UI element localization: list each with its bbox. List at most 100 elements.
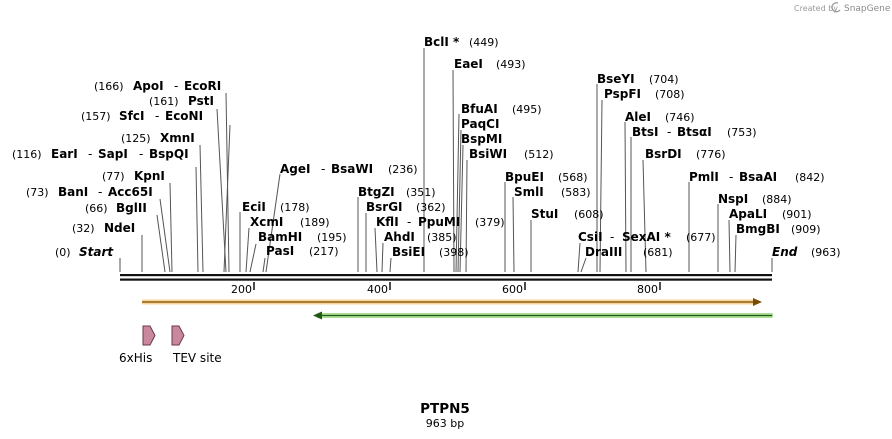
enzyme-name: BsrDI <box>645 147 682 161</box>
enzyme-name: BpuEI <box>505 170 544 184</box>
sequence-length: 963 bp <box>426 417 464 430</box>
start-marker: (0) Start <box>55 245 114 259</box>
enzyme-name: BspQI <box>149 147 189 161</box>
site-bamhi: BamHI (195) <box>258 230 347 244</box>
site-ahdi: AhdI (385) <box>384 230 457 244</box>
site-position: (842) <box>795 171 825 184</box>
site-ecii: EciI (178) <box>242 200 310 214</box>
site-bsrdi: BsrDI (776) <box>645 147 726 161</box>
enzyme-name: ApaLI <box>729 207 767 221</box>
site-bsiwi: BsiWI (512) <box>469 147 554 161</box>
enzyme-name: NspI <box>718 192 748 206</box>
name-separator: - <box>667 125 671 139</box>
site-position: (379) <box>475 216 505 229</box>
enzyme-name: BtsαI <box>677 125 712 139</box>
site-position: (66) <box>85 202 108 215</box>
tick-800: 800 <box>637 282 661 296</box>
site-bglii: (66) BglII <box>85 201 147 215</box>
feature-tev-site: TEV site <box>171 325 222 365</box>
enzyme-name: CsiI <box>578 230 603 244</box>
enzyme-name: PmlI <box>689 170 719 184</box>
enzyme-name: EciI <box>242 200 266 214</box>
site-draiii: DraIII (681) <box>585 245 673 259</box>
site-agei: AgeI - BsaWI (236) <box>280 162 418 176</box>
name-separator: - <box>321 162 325 176</box>
enzyme-name: ApoI <box>133 79 164 93</box>
feature-green-arrow <box>313 311 773 320</box>
enzyme-name: BsrGI <box>366 200 403 214</box>
enzyme-name: BclI * <box>424 35 460 49</box>
enzyme-name: AgeI <box>280 162 310 176</box>
site-position: (608) <box>574 208 604 221</box>
tick-label: 200 <box>231 283 252 296</box>
enzyme-name: BmgBI <box>736 222 780 236</box>
tick-200: 200 <box>231 282 255 296</box>
site-position: (568) <box>558 171 588 184</box>
site-position: (32) <box>72 222 95 235</box>
site-position: (753) <box>727 126 757 139</box>
snapgene-logo-icon <box>831 2 841 13</box>
site-bfuai: BfuAI (495) <box>461 102 542 116</box>
site-kfli: KflI - PpuMI (379) <box>376 215 505 229</box>
site-position: (708) <box>655 88 685 101</box>
site-bsrgi: BsrGI (362) <box>366 200 446 214</box>
site-position: (909) <box>791 223 821 236</box>
site-eari: (116) EarI - SapI - BspQI <box>12 147 189 161</box>
enzyme-name: EarI <box>51 147 78 161</box>
tick-label: 800 <box>637 283 658 296</box>
site-nspi: NspI (884) <box>718 192 792 206</box>
dna-backbone <box>120 274 772 281</box>
site-position: (195) <box>317 231 347 244</box>
site-bseyi: BseYI (704) <box>597 72 679 86</box>
site-position: (776) <box>696 148 726 161</box>
enzyme-name: EaeI <box>454 57 483 71</box>
site-xcmi: XcmI (189) <box>250 215 330 229</box>
tick-600: 600 <box>502 282 526 296</box>
enzyme-name: Acc65I <box>108 185 153 199</box>
site-position: (677) <box>686 231 716 244</box>
enzyme-name: SmlI <box>514 185 544 199</box>
site-position: (217) <box>309 245 339 258</box>
site-paqci: PaqCI <box>461 117 499 131</box>
site-ndei: (32) NdeI <box>72 221 135 235</box>
feature-label: 6xHis <box>119 351 152 365</box>
enzyme-name: SexAI * <box>622 230 671 244</box>
site-position: (746) <box>665 111 695 124</box>
site-position: (884) <box>762 193 792 206</box>
site-position: (73) <box>26 186 49 199</box>
enzyme-name: BsaWI <box>331 162 373 176</box>
site-position: (189) <box>300 216 330 229</box>
enzyme-name: NdeI <box>104 221 135 235</box>
enzyme-name: BamHI <box>258 230 302 244</box>
name-separator: - <box>88 147 92 161</box>
site-btgzi: BtgZI (351) <box>358 185 436 199</box>
feature-orange-arrow <box>142 298 762 306</box>
site-pspfi: PspFI (708) <box>604 87 685 101</box>
site-pmli: PmlI - BsaAI (842) <box>689 170 825 184</box>
site-apali: ApaLI (901) <box>729 207 812 221</box>
enzyme-name: SapI <box>98 147 128 161</box>
enzyme-name: BglII <box>116 201 147 215</box>
site-btsi: BtsI - BtsαI (753) <box>632 125 757 139</box>
site-kpni: (77) KpnI <box>102 169 165 183</box>
site-position: (362) <box>416 201 446 214</box>
site-position: (166) <box>94 80 124 93</box>
site-bpuei: BpuEI (568) <box>505 170 588 184</box>
credit-prefix: Created by <box>794 4 838 13</box>
enzyme-name: BsiWI <box>469 147 507 161</box>
site-psti: (161) PstI <box>149 94 214 108</box>
site-stui: StuI (608) <box>531 207 604 221</box>
enzyme-name: AleI <box>625 110 651 124</box>
enzyme-name: PasI <box>266 244 294 258</box>
start-position: (0) <box>55 246 71 259</box>
snapgene-credit: Created by SnapGene <box>794 2 891 14</box>
enzyme-name: KpnI <box>134 169 165 183</box>
site-apoi: (166) ApoI - EcoRI <box>94 79 221 93</box>
site-position: (704) <box>649 73 679 86</box>
start-label: Start <box>79 245 114 259</box>
site-eaei: EaeI (493) <box>454 57 526 71</box>
enzyme-name: PpuMI <box>418 215 460 229</box>
enzyme-name: BtsI <box>632 125 659 139</box>
feature-label: TEV site <box>172 351 222 365</box>
tick-400: 400 <box>367 282 391 296</box>
